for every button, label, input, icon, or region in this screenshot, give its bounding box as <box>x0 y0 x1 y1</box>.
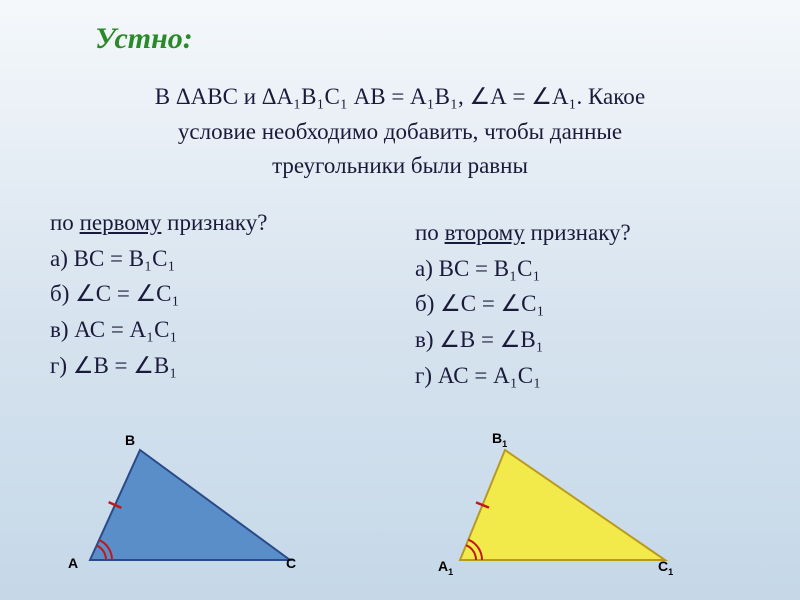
vertex-label-b: В <box>125 432 135 448</box>
right-opt-a: а) ВС = В₁С₁ <box>415 251 631 287</box>
left-opt-c: в) АС = А₁С₁ <box>50 312 267 348</box>
problem-line-2: условие необходимо добавить, чтобы данны… <box>178 119 622 144</box>
triangle-a1b1c1 <box>430 420 710 580</box>
left-opt-d: г) ∠В = ∠В₁ <box>50 348 267 384</box>
left-opt-b: б) ∠С = ∠С₁ <box>50 276 267 312</box>
right-options-column: по второму признаку? а) ВС = В₁С₁ б) ∠С … <box>415 215 631 393</box>
right-opt-b: б) ∠С = ∠С₁ <box>415 286 631 322</box>
left-options-column: по первому признаку? а) ВС = В₁С₁ б) ∠С … <box>50 205 267 383</box>
vertex-label-a: А <box>68 555 78 571</box>
right-opt-d: г) АС = А₁С₁ <box>415 358 631 394</box>
problem-line-3: треугольники были равны <box>272 153 528 178</box>
vertex-label-c1: С1 <box>658 558 673 577</box>
vertex-label-b1: В1 <box>492 430 507 449</box>
left-question: по первому признаку? <box>50 210 267 235</box>
vertex-label-c: С <box>286 555 296 571</box>
left-opt-a: а) ВС = В₁С₁ <box>50 241 267 277</box>
slide-title: Устно: <box>95 22 193 56</box>
right-question: по второму признаку? <box>415 220 631 245</box>
right-opt-c: в) ∠В = ∠В₁ <box>415 322 631 358</box>
problem-line-1: В ΔАВС и ΔА₁В₁С₁ АВ = А₁В₁, ∠А = ∠А₁. Ка… <box>155 84 645 109</box>
problem-statement: В ΔАВС и ΔА₁В₁С₁ АВ = А₁В₁, ∠А = ∠А₁. Ка… <box>50 80 750 184</box>
vertex-label-a1: А1 <box>438 558 453 577</box>
triangle-abc <box>60 420 340 580</box>
